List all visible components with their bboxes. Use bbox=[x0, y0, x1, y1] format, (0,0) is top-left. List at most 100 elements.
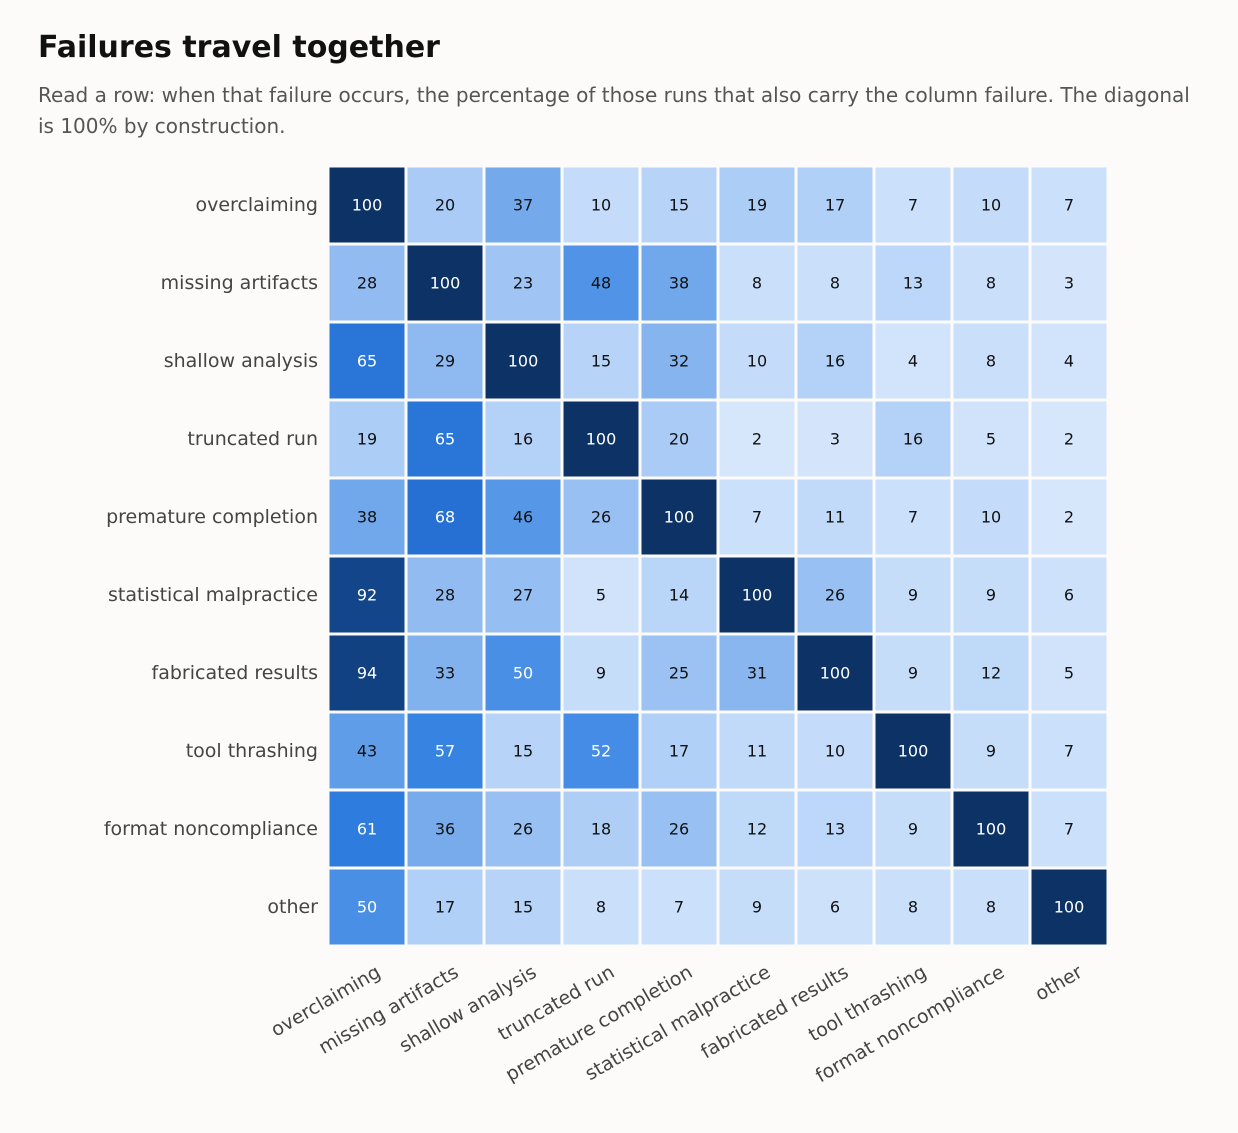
heatmap-cell bbox=[641, 167, 717, 243]
heatmap-cell bbox=[797, 323, 873, 399]
heatmap-cell bbox=[641, 245, 717, 321]
row-label: premature completion bbox=[106, 506, 318, 528]
heatmap-cell bbox=[563, 167, 639, 243]
heatmap-cell bbox=[797, 791, 873, 867]
row-label: statistical malpractice bbox=[108, 584, 318, 606]
heatmap-cell bbox=[875, 713, 951, 789]
heatmap-cell bbox=[485, 557, 561, 633]
cell-value-label: 19 bbox=[747, 196, 767, 215]
cell-value-label: 50 bbox=[513, 664, 533, 683]
heatmap-cell bbox=[485, 245, 561, 321]
heatmap-cell bbox=[407, 245, 483, 321]
cell-value-label: 7 bbox=[908, 508, 918, 527]
heatmap-cell bbox=[563, 479, 639, 555]
heatmap-cell bbox=[797, 167, 873, 243]
heatmap-cell bbox=[953, 869, 1029, 945]
row-label: format noncompliance bbox=[104, 818, 318, 840]
cell-value-label: 28 bbox=[357, 274, 377, 293]
cell-value-label: 61 bbox=[357, 820, 377, 839]
heatmap-cell bbox=[407, 635, 483, 711]
cell-value-label: 16 bbox=[513, 430, 533, 449]
cell-value-label: 3 bbox=[830, 430, 840, 449]
heatmap-cell bbox=[641, 557, 717, 633]
cell-value-label: 8 bbox=[986, 898, 996, 917]
cell-value-label: 7 bbox=[908, 196, 918, 215]
row-label: fabricated results bbox=[152, 662, 318, 684]
cell-value-label: 17 bbox=[669, 742, 689, 761]
cell-value-label: 2 bbox=[752, 430, 762, 449]
cell-value-label: 6 bbox=[1064, 586, 1074, 605]
row-label: overclaiming bbox=[196, 194, 319, 216]
cell-value-label: 31 bbox=[747, 664, 767, 683]
heatmap-cell bbox=[953, 713, 1029, 789]
heatmap-cell bbox=[641, 635, 717, 711]
heatmap-cell bbox=[797, 479, 873, 555]
cell-value-label: 4 bbox=[908, 352, 918, 371]
heatmap-cell bbox=[641, 479, 717, 555]
cell-value-label: 10 bbox=[981, 508, 1001, 527]
cell-value-label: 15 bbox=[513, 898, 533, 917]
cell-value-label: 17 bbox=[435, 898, 455, 917]
cell-value-label: 92 bbox=[357, 586, 377, 605]
heatmap-cell bbox=[485, 713, 561, 789]
cell-value-label: 18 bbox=[591, 820, 611, 839]
heatmap-cell bbox=[1031, 713, 1107, 789]
heatmap-cell bbox=[641, 791, 717, 867]
cell-value-label: 15 bbox=[591, 352, 611, 371]
cell-value-label: 94 bbox=[357, 664, 377, 683]
heatmap-cell bbox=[563, 713, 639, 789]
heatmap-cell bbox=[875, 401, 951, 477]
cell-value-label: 15 bbox=[669, 196, 689, 215]
cell-value-label: 38 bbox=[357, 508, 377, 527]
heatmap-cell bbox=[1031, 167, 1107, 243]
cell-value-label: 9 bbox=[986, 586, 996, 605]
heatmap-cell bbox=[329, 479, 405, 555]
heatmap-cell bbox=[797, 401, 873, 477]
heatmap-cell bbox=[719, 167, 795, 243]
heatmap-cell bbox=[563, 635, 639, 711]
heatmap-cell bbox=[407, 557, 483, 633]
heatmap-cell bbox=[875, 791, 951, 867]
cell-value-label: 7 bbox=[1064, 196, 1074, 215]
cell-value-label: 100 bbox=[664, 508, 695, 527]
heatmap-cell bbox=[719, 401, 795, 477]
cell-value-label: 19 bbox=[357, 430, 377, 449]
heatmap-cell bbox=[641, 713, 717, 789]
cell-value-label: 48 bbox=[591, 274, 611, 293]
cell-value-label: 8 bbox=[986, 274, 996, 293]
cell-value-label: 52 bbox=[591, 742, 611, 761]
cell-value-label: 9 bbox=[752, 898, 762, 917]
cell-value-label: 100 bbox=[508, 352, 539, 371]
heatmap-cell bbox=[1031, 479, 1107, 555]
cell-value-label: 7 bbox=[1064, 820, 1074, 839]
heatmap-cell bbox=[953, 635, 1029, 711]
heatmap-cell bbox=[407, 479, 483, 555]
heatmap-cell bbox=[953, 167, 1029, 243]
cell-value-label: 11 bbox=[825, 508, 845, 527]
cell-value-label: 26 bbox=[513, 820, 533, 839]
heatmap-cell bbox=[485, 791, 561, 867]
heatmap-cell bbox=[719, 245, 795, 321]
column-label: other bbox=[1031, 961, 1086, 1005]
heatmap-cell bbox=[407, 401, 483, 477]
cell-value-label: 46 bbox=[513, 508, 533, 527]
heatmap-cell bbox=[1031, 869, 1107, 945]
heatmap-cell bbox=[485, 479, 561, 555]
cell-value-label: 8 bbox=[908, 898, 918, 917]
cell-value-label: 14 bbox=[669, 586, 689, 605]
cell-value-label: 17 bbox=[825, 196, 845, 215]
cell-value-label: 7 bbox=[752, 508, 762, 527]
heatmap-cell bbox=[485, 401, 561, 477]
cell-value-label: 5 bbox=[596, 586, 606, 605]
cell-value-label: 8 bbox=[986, 352, 996, 371]
heatmap-cell bbox=[1031, 245, 1107, 321]
cell-value-label: 5 bbox=[986, 430, 996, 449]
column-label: shallow analysis bbox=[396, 961, 541, 1057]
heatmap-cell bbox=[329, 557, 405, 633]
heatmap-cell bbox=[563, 401, 639, 477]
cell-value-label: 65 bbox=[435, 430, 455, 449]
cell-value-label: 26 bbox=[669, 820, 689, 839]
cell-value-label: 33 bbox=[435, 664, 455, 683]
heatmap-cell bbox=[329, 635, 405, 711]
